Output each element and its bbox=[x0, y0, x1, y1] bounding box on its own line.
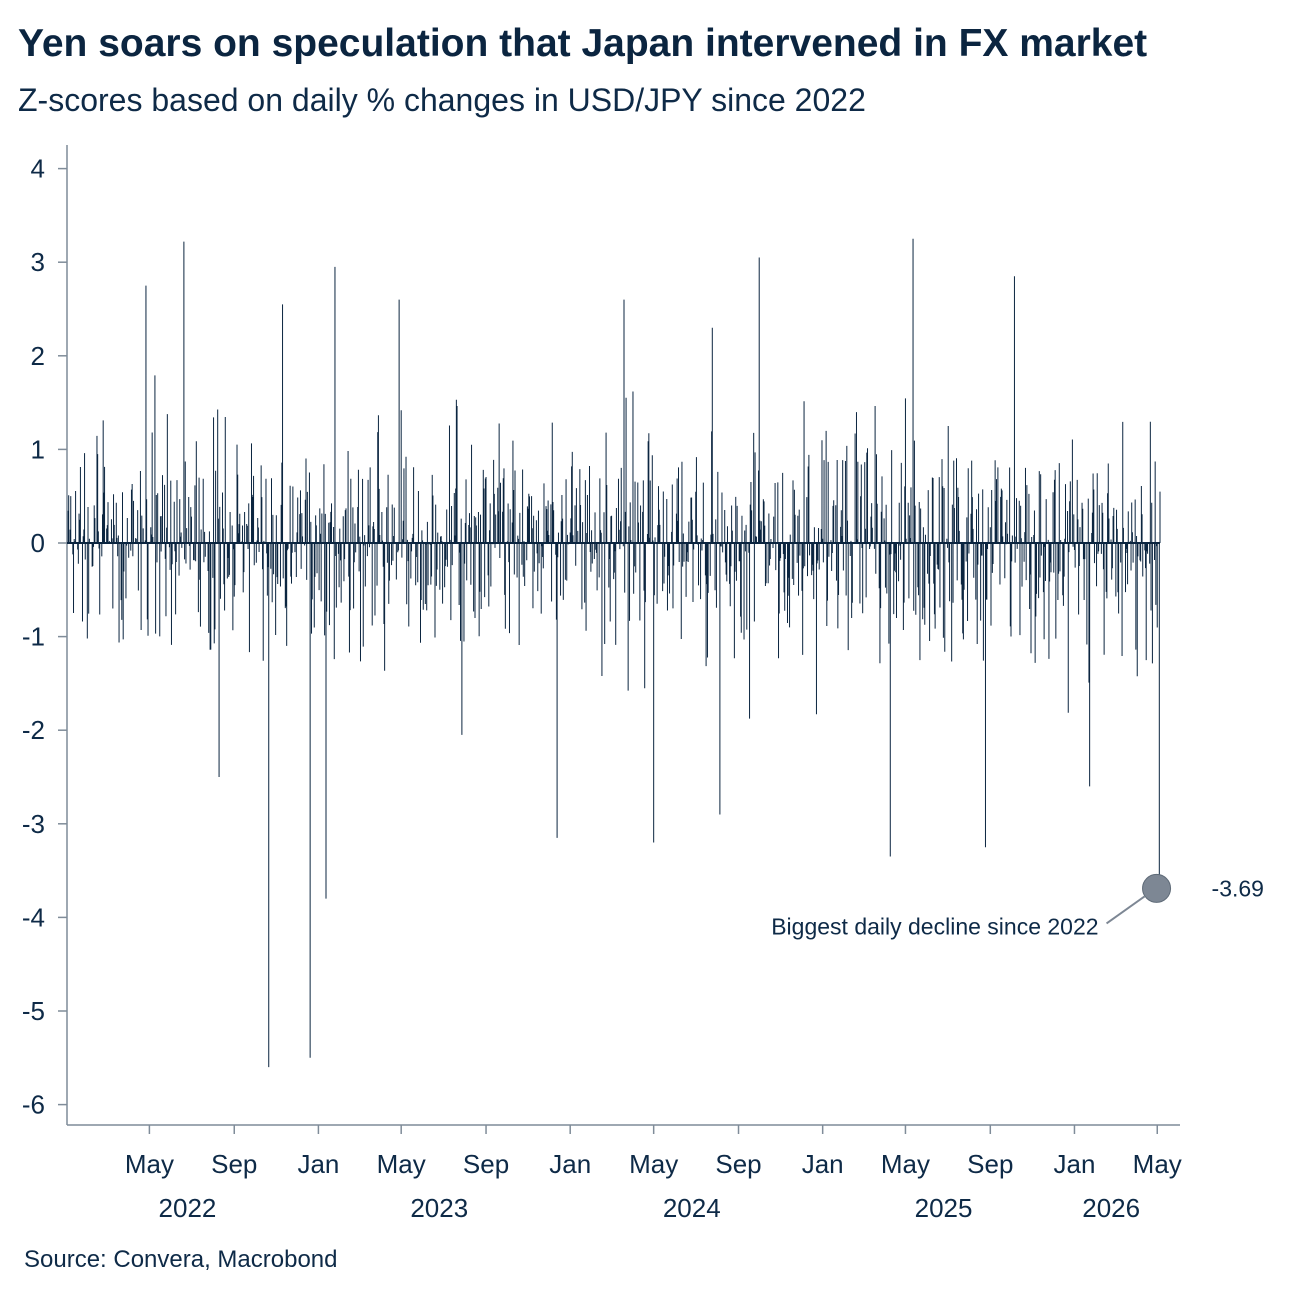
x-tick-label: Jan bbox=[549, 1149, 591, 1179]
x-tick-label: Jan bbox=[1054, 1149, 1096, 1179]
chart-subtitle: Z-scores based on daily % changes in USD… bbox=[18, 82, 866, 118]
x-year-label: 2026 bbox=[1082, 1193, 1140, 1223]
annotation-group: -3.69 Biggest daily decline since 2022 bbox=[771, 873, 1264, 939]
x-year-label: 2022 bbox=[159, 1193, 217, 1223]
x-tick-label: May bbox=[1133, 1149, 1182, 1179]
y-tick-label: 4 bbox=[31, 154, 45, 184]
y-tick-label: -1 bbox=[22, 622, 45, 652]
y-tick-label: 1 bbox=[31, 434, 45, 464]
bars-group bbox=[67, 238, 1161, 1068]
y-tick-label: 0 bbox=[31, 528, 45, 558]
x-tick-label: Jan bbox=[297, 1149, 339, 1179]
highlight-marker bbox=[1142, 873, 1172, 903]
x-year-label: 2024 bbox=[663, 1193, 721, 1223]
x-tick-label: Sep bbox=[463, 1149, 509, 1179]
daily-zscore-bars bbox=[67, 238, 1161, 1068]
zscore-bar-chart: 4 3 2 1 0 -1 -2 -3 -4 -5 -6 May Sep Jan May Sep Jan May Se… bbox=[22, 145, 1264, 1223]
y-tick-label: 2 bbox=[31, 341, 45, 371]
source-note: Source: Convera, Macrobond bbox=[24, 1246, 338, 1273]
y-tick-label: 3 bbox=[31, 247, 45, 277]
y-tick-label: -2 bbox=[22, 715, 45, 745]
x-tick-label: Sep bbox=[715, 1149, 761, 1179]
x-year-label: 2023 bbox=[410, 1193, 468, 1223]
x-tick-label: May bbox=[125, 1149, 174, 1179]
chart-title: Yen soars on speculation that Japan inte… bbox=[18, 22, 1148, 65]
axes-group: 4 3 2 1 0 -1 -2 -3 -4 -5 -6 May Sep Jan May Sep Jan May Se… bbox=[22, 145, 1182, 1223]
y-tick-label: -4 bbox=[22, 902, 45, 932]
highlight-annotation: Biggest daily decline since 2022 bbox=[771, 913, 1098, 939]
highlight-value-label: -3.69 bbox=[1212, 875, 1264, 901]
x-tick-label: Sep bbox=[967, 1149, 1013, 1179]
x-tick-label: May bbox=[629, 1149, 678, 1179]
x-tick-label: Sep bbox=[211, 1149, 257, 1179]
x-tick-label: May bbox=[377, 1149, 426, 1179]
annotation-leader-line bbox=[1105, 895, 1146, 925]
y-tick-label: -6 bbox=[22, 1090, 45, 1120]
y-tick-label: -3 bbox=[22, 809, 45, 839]
y-tick-label: -5 bbox=[22, 996, 45, 1026]
x-tick-label: Jan bbox=[802, 1149, 844, 1179]
x-year-label: 2025 bbox=[915, 1193, 973, 1223]
x-tick-label: May bbox=[881, 1149, 930, 1179]
